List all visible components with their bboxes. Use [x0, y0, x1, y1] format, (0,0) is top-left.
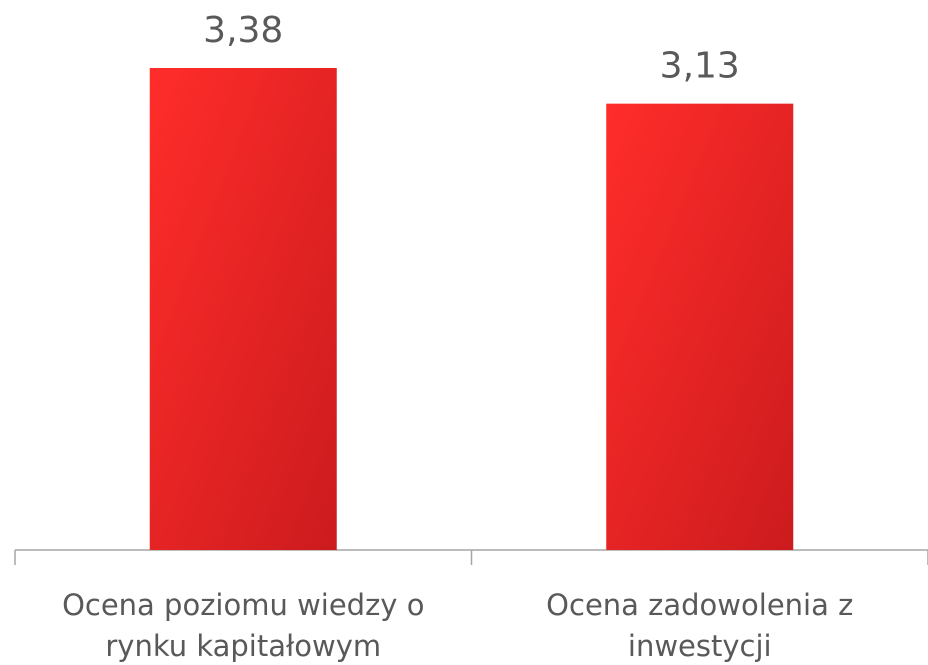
bar	[149, 68, 337, 550]
x-tick-label: Ocena zadowolenia z inwestycji	[546, 588, 854, 663]
value-label: 3,38	[203, 10, 283, 51]
bar	[606, 103, 794, 551]
x-tick-label: Ocena poziomu wiedzy o rynku kapitałowym	[62, 588, 425, 663]
value-label: 3,13	[660, 46, 740, 87]
